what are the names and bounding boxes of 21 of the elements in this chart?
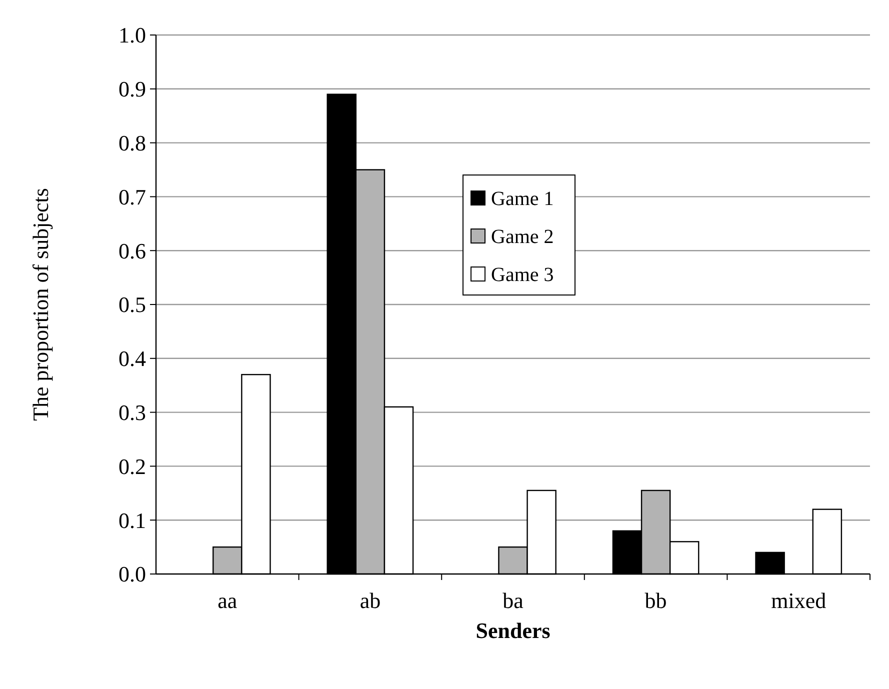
y-tick-label: 0.6	[118, 238, 146, 264]
x-tick-label: mixed	[771, 588, 826, 613]
legend-label: Game 2	[491, 226, 554, 248]
legend-label: Game 1	[491, 188, 554, 210]
y-tick-label: 0.8	[118, 130, 146, 156]
y-tick-label: 0.7	[118, 184, 146, 210]
y-tick-label: 0.1	[118, 508, 146, 533]
y-tick-label: 1.0	[118, 22, 146, 48]
x-tick-label: aa	[218, 588, 238, 613]
x-tick-label: ba	[502, 588, 524, 613]
legend-label: Game 3	[491, 264, 554, 286]
y-tick-label: 0.4	[118, 346, 146, 372]
y-tick-label: 0.0	[118, 562, 146, 587]
x-tick-label: ab	[360, 588, 381, 613]
y-tick-label: 0.3	[118, 400, 146, 425]
y-tick-label: 0.5	[118, 292, 146, 318]
y-axis-title: The proportion of subjects	[28, 188, 53, 421]
y-tick-label: 0.2	[118, 454, 146, 479]
x-axis-title: Senders	[476, 618, 551, 643]
y-tick-label: 0.9	[118, 76, 146, 102]
x-tick-label: bb	[644, 588, 667, 613]
